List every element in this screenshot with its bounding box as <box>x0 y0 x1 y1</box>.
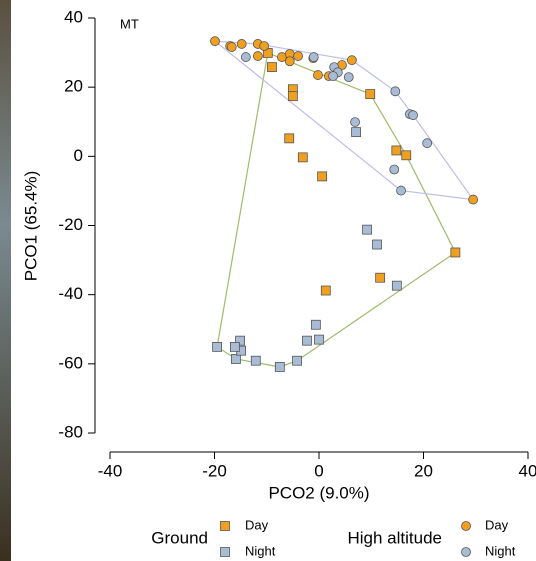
point <box>240 52 251 62</box>
point <box>396 185 406 196</box>
point <box>391 280 402 291</box>
point <box>235 335 246 346</box>
point <box>302 335 312 346</box>
point <box>389 164 400 175</box>
hulls <box>213 40 475 368</box>
legend-marker <box>220 521 230 531</box>
point <box>231 354 241 364</box>
point <box>310 319 321 330</box>
y-tick-label: -60 <box>58 353 83 372</box>
legend-marker <box>220 547 230 557</box>
point <box>292 355 302 366</box>
point <box>372 239 382 250</box>
point <box>297 152 308 163</box>
y-axis-label: PCO1 (65.4%) <box>21 171 40 282</box>
legend-label: Day <box>245 517 269 532</box>
x-tick-label: 0 <box>314 461 323 480</box>
point <box>401 150 412 161</box>
point <box>375 272 386 283</box>
point <box>267 62 277 73</box>
x-tick-label: 20 <box>414 461 433 480</box>
y-tick-label: 20 <box>64 77 83 96</box>
point <box>347 55 357 66</box>
x-tick-label: 40 <box>519 461 536 480</box>
point <box>317 171 328 182</box>
point <box>391 145 402 156</box>
x-axis-label: PCO2 (9.0%) <box>268 483 369 502</box>
point <box>365 89 376 99</box>
x-tick-label: -40 <box>98 461 123 480</box>
legend-group: Ground <box>151 528 208 547</box>
point <box>422 138 433 149</box>
y-tick-label: 40 <box>64 7 83 26</box>
point <box>287 91 298 102</box>
point <box>468 194 479 205</box>
point <box>250 355 261 366</box>
point <box>284 56 295 67</box>
point <box>308 52 319 62</box>
point <box>212 341 223 352</box>
hull <box>216 52 457 368</box>
point <box>259 41 270 51</box>
legend-group: High altitude <box>347 528 442 547</box>
point <box>362 224 372 235</box>
point <box>314 334 324 345</box>
legend-marker <box>461 547 471 557</box>
y-tick-label: -80 <box>58 422 83 441</box>
point <box>328 71 339 81</box>
point <box>313 70 323 80</box>
point <box>210 36 220 47</box>
point <box>343 72 354 83</box>
legend-label: Day <box>485 517 509 532</box>
point <box>351 127 361 138</box>
point <box>390 86 401 97</box>
legend-marker <box>461 521 471 531</box>
point <box>320 285 331 296</box>
point <box>229 341 240 352</box>
point <box>450 247 461 258</box>
hull <box>213 40 475 201</box>
point <box>274 362 285 372</box>
point <box>236 39 247 49</box>
point <box>350 117 360 127</box>
point <box>293 51 304 61</box>
legend-label: Night <box>485 543 516 558</box>
x-tick-label: -20 <box>202 461 227 480</box>
point <box>252 51 263 61</box>
point <box>408 110 418 121</box>
point <box>284 133 295 144</box>
legend-label: Night <box>245 543 276 558</box>
annotation: MT <box>120 16 139 31</box>
y-tick-label: -20 <box>58 215 83 234</box>
y-tick-label: -40 <box>58 284 83 303</box>
background-strip <box>0 0 11 561</box>
point <box>226 42 237 52</box>
y-tick-label: 0 <box>74 146 83 165</box>
